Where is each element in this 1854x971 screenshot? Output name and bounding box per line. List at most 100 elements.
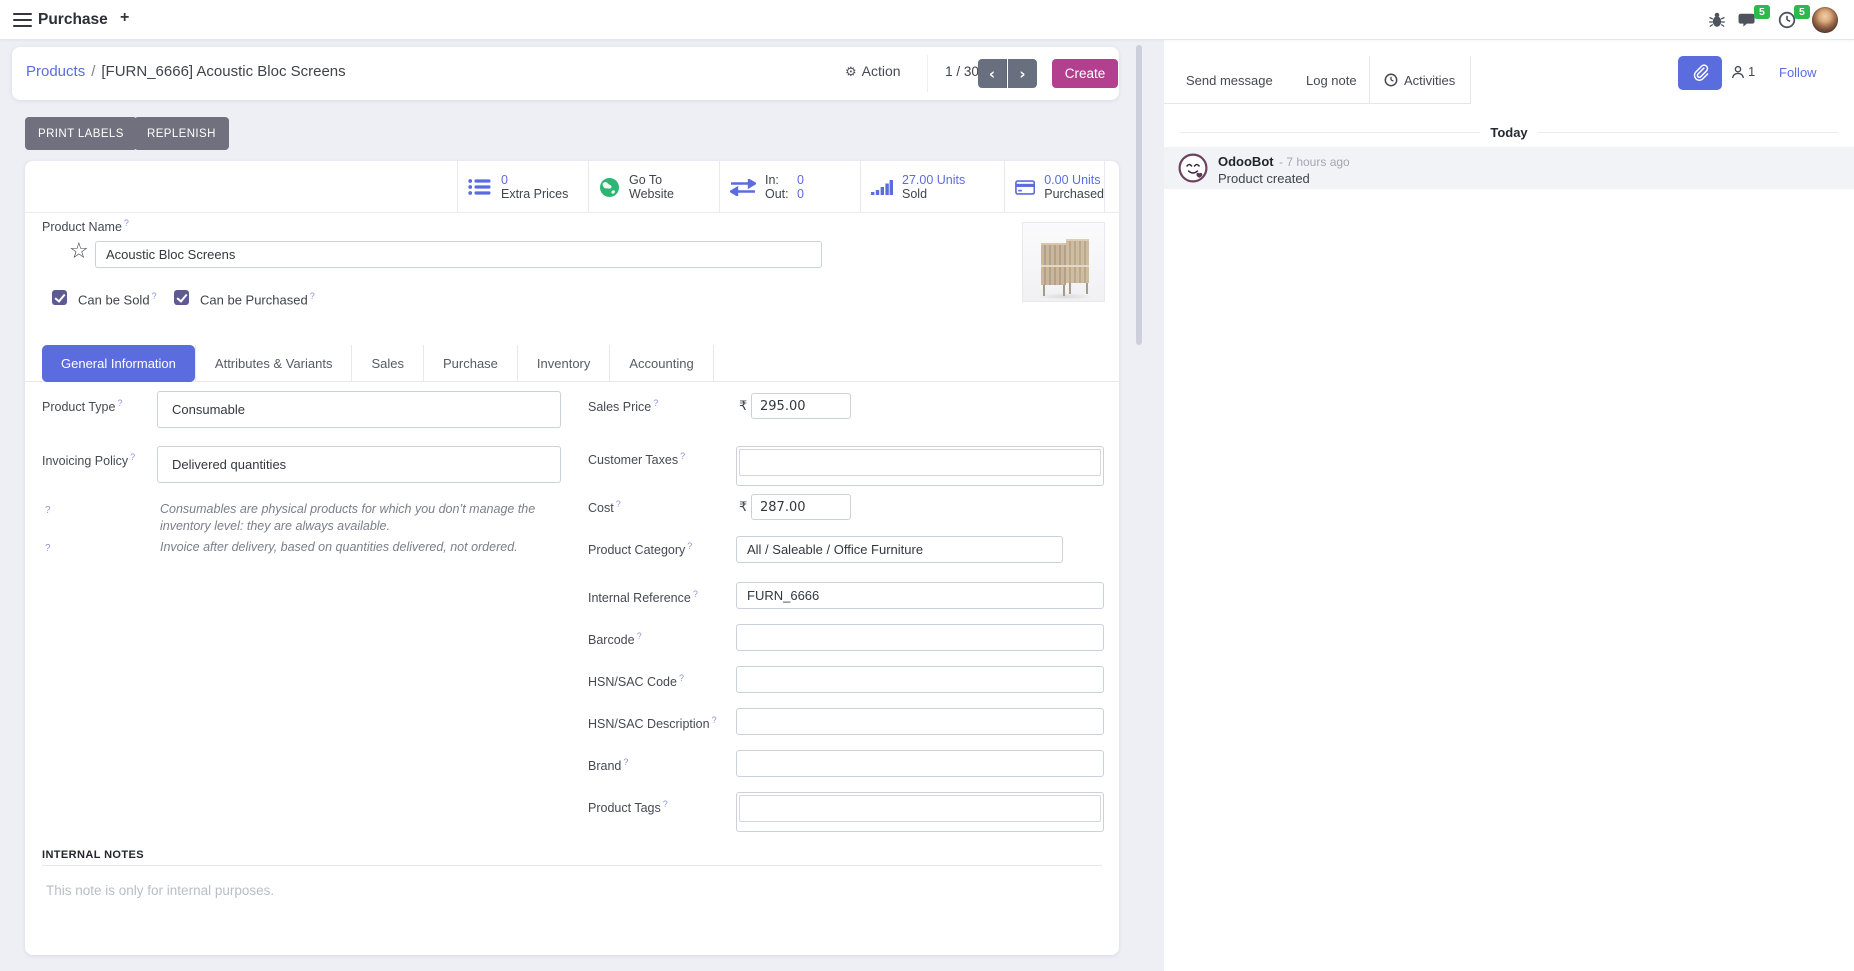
follow-button[interactable]: Follow xyxy=(1779,65,1817,80)
followers-button[interactable]: 1 xyxy=(1731,64,1755,79)
activities-clock-icon[interactable] xyxy=(1778,11,1796,29)
hsn-sac-description-label: HSN/SAC Description? xyxy=(588,715,717,732)
help-mark: ? xyxy=(615,499,621,509)
product-category-input[interactable] xyxy=(736,536,1063,563)
product-tags-input[interactable] xyxy=(736,792,1104,832)
units-purchased-label: Purchased xyxy=(1044,187,1104,201)
internal-notes-placeholder[interactable]: This note is only for internal purposes. xyxy=(46,883,275,898)
date-divider: Today xyxy=(1180,125,1839,140)
invoicing-policy-input[interactable] xyxy=(157,446,561,483)
inventory-in-out-stat-button[interactable]: In: 0 Out: 0 xyxy=(719,161,860,213)
date-divider-label: Today xyxy=(1490,125,1528,140)
favorite-star-icon[interactable]: ☆ xyxy=(69,239,89,264)
units-purchased-stat-button[interactable]: 0.00 Units Purchased xyxy=(1004,161,1105,213)
out-value: 0 xyxy=(797,187,804,201)
user-avatar[interactable] xyxy=(1812,7,1838,33)
message-timestamp: - 7 hours ago xyxy=(1279,155,1350,169)
units-sold-value: 27.00 Units xyxy=(902,173,966,187)
barcode-input[interactable] xyxy=(736,624,1104,651)
activities-count-badge[interactable]: 5 xyxy=(1794,5,1810,19)
tab-inventory[interactable]: Inventory xyxy=(516,345,610,381)
help-mark: ? xyxy=(653,398,659,408)
sales-price-input[interactable] xyxy=(751,393,851,419)
internal-reference-input[interactable] xyxy=(736,582,1104,609)
hsn-sac-description-input[interactable] xyxy=(736,708,1104,735)
product-name-input[interactable] xyxy=(95,241,822,268)
cost-label: Cost? xyxy=(588,499,621,516)
tab-attributes-variants[interactable]: Attributes & Variants xyxy=(194,345,352,381)
extra-prices-label: Extra Prices xyxy=(501,187,569,201)
help-mark: ? xyxy=(123,218,129,228)
tab-general-information[interactable]: General Information xyxy=(42,345,195,382)
messages-icon[interactable] xyxy=(1738,11,1756,29)
brand-label: Brand? xyxy=(588,757,629,774)
clock-icon xyxy=(1384,73,1398,87)
tab-accounting[interactable]: Accounting xyxy=(609,345,714,381)
activities-tab[interactable]: Activities xyxy=(1384,56,1455,104)
in-value: 0 xyxy=(797,173,804,187)
follower-count: 1 xyxy=(1748,64,1756,79)
product-image[interactable] xyxy=(1022,222,1105,302)
cost-input[interactable] xyxy=(751,494,851,520)
help-mark: ? xyxy=(692,589,698,599)
tab-purchase[interactable]: Purchase xyxy=(422,345,517,381)
app-title[interactable]: Purchase xyxy=(38,11,108,28)
send-message-tab[interactable]: Send message xyxy=(1186,72,1273,88)
go-to-website-stat-button[interactable]: Go To Website xyxy=(588,161,719,213)
customer-taxes-input[interactable] xyxy=(736,446,1104,486)
screen-panel-right xyxy=(1066,239,1089,283)
extra-prices-value: 0 xyxy=(501,173,508,187)
barcode-label: Barcode? xyxy=(588,631,642,648)
hsn-sac-code-label: HSN/SAC Code? xyxy=(588,673,684,690)
credit-card-icon xyxy=(1015,179,1036,195)
chatter-panel: Send message Log note Activities xyxy=(1164,40,1854,971)
help-mark: ? xyxy=(45,543,51,554)
breadcrumb-products-link[interactable]: Products xyxy=(26,63,86,80)
create-button[interactable]: Create xyxy=(1052,59,1118,88)
sales-price-label: Sales Price? xyxy=(588,398,659,415)
add-tab-icon[interactable]: + xyxy=(120,9,130,26)
debug-bug-icon[interactable] xyxy=(1708,11,1726,29)
list-icon xyxy=(468,179,491,195)
breadcrumb-current: [FURN_6666] Acoustic Bloc Screens xyxy=(101,63,346,80)
message-body: Product created xyxy=(1218,171,1310,186)
product-form-card: 0 Extra Prices Go To Website xyxy=(25,161,1119,955)
units-sold-stat-button[interactable]: 27.00 Units Sold xyxy=(860,161,1004,213)
messages-count-badge[interactable]: 5 xyxy=(1754,5,1770,19)
print-labels-button[interactable]: PRINT LABELS xyxy=(25,117,137,150)
pager-previous-button[interactable]: ‹ xyxy=(978,59,1007,88)
breadcrumb-separator: / xyxy=(91,63,96,80)
message-author[interactable]: OdooBot xyxy=(1218,154,1274,169)
help-mark: ? xyxy=(711,715,717,725)
product-name-label: Product Name? xyxy=(42,218,129,235)
cost-currency: ₹ xyxy=(739,500,748,515)
customer-taxes-label: Customer Taxes? xyxy=(588,451,686,468)
consumable-help-text: Consumables are physical products for wh… xyxy=(160,502,536,533)
tab-sales[interactable]: Sales xyxy=(351,345,423,381)
help-mark: ? xyxy=(662,799,668,809)
attach-files-button[interactable] xyxy=(1678,56,1722,90)
chatter-message[interactable]: OdooBot - 7 hours ago Product created xyxy=(1164,147,1854,189)
globe-icon xyxy=(600,177,619,197)
log-note-tab[interactable]: Log note xyxy=(1306,72,1357,88)
hsn-sac-code-input[interactable] xyxy=(736,666,1104,693)
pager-next-button[interactable]: › xyxy=(1008,59,1037,88)
replenish-button[interactable]: REPLENISH xyxy=(134,117,229,150)
hamburger-menu-icon[interactable] xyxy=(13,13,32,27)
brand-input[interactable] xyxy=(736,750,1104,777)
vertical-scrollbar[interactable] xyxy=(1136,45,1142,345)
can-be-sold-checkbox[interactable] xyxy=(52,290,67,305)
smart-buttons-row: 0 Extra Prices Go To Website xyxy=(25,161,1119,213)
help-mark: ? xyxy=(687,541,693,551)
odoobot-avatar[interactable] xyxy=(1178,153,1208,183)
product-type-input[interactable] xyxy=(157,391,561,428)
help-mark: ? xyxy=(130,452,136,462)
internal-notes-header: INTERNAL NOTES xyxy=(42,849,144,861)
help-mark: ? xyxy=(636,631,642,641)
action-menu-button[interactable]: ⚙ Action xyxy=(845,63,901,80)
extra-prices-stat-button[interactable]: 0 Extra Prices xyxy=(457,161,588,213)
control-panel: Products / [FURN_6666] Acoustic Bloc Scree… xyxy=(12,47,1119,100)
can-be-purchased-checkbox[interactable] xyxy=(174,290,189,305)
help-mark: ? xyxy=(680,451,686,461)
notebook-tabs: General Information Attributes & Variant… xyxy=(25,345,1119,382)
